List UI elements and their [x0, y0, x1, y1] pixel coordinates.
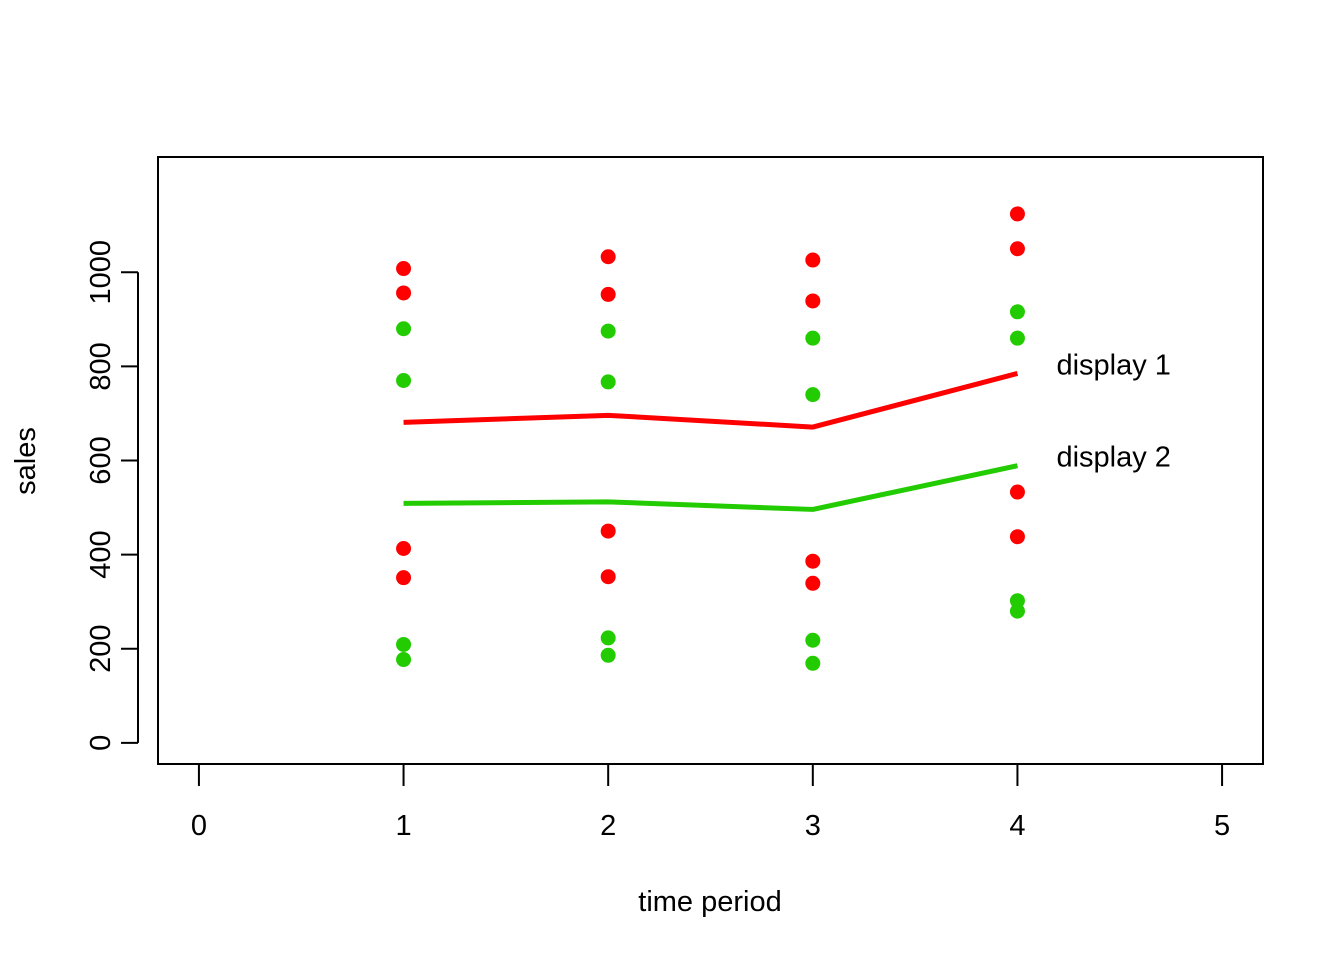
data-point-1 — [805, 293, 821, 309]
data-point-2 — [1009, 330, 1025, 346]
data-point-1 — [600, 286, 616, 302]
data-point-2 — [600, 647, 616, 663]
data-point-1 — [805, 252, 821, 268]
data-point-2 — [1009, 304, 1025, 320]
series-label-1: display 1 — [1056, 349, 1170, 381]
y-tick-label: 200 — [85, 625, 117, 673]
series-labels: display 1 display 2 — [1056, 349, 1170, 473]
x-tick-label: 3 — [805, 810, 821, 842]
data-point-2 — [396, 652, 412, 668]
data-point-1 — [600, 249, 616, 265]
data-point-1 — [600, 569, 616, 585]
data-point-2 — [600, 374, 616, 390]
data-point-1 — [600, 523, 616, 539]
data-point-1 — [805, 553, 821, 569]
x-tick-label: 0 — [191, 810, 207, 842]
series-line-1 — [403, 371, 1019, 430]
data-point-1 — [1009, 529, 1025, 545]
data-point-1 — [1009, 484, 1025, 500]
y-tick-label: 0 — [85, 735, 117, 751]
x-tick-label: 4 — [1009, 810, 1025, 842]
y-axis: 0 200 400 600 800 1000 — [85, 240, 139, 751]
data-point-2 — [396, 636, 412, 652]
x-tick-label: 5 — [1214, 810, 1230, 842]
y-axis-title: sales — [10, 427, 42, 495]
y-tick-label: 800 — [85, 342, 117, 390]
data-point-1 — [1009, 241, 1025, 257]
data-point-1 — [396, 540, 412, 556]
x-axis: 0 1 2 3 4 5 — [191, 763, 1230, 842]
data-point-2 — [805, 387, 821, 403]
data-point-2 — [396, 373, 412, 389]
data-point-1 — [805, 575, 821, 591]
series-lines — [403, 371, 1019, 512]
data-point-2 — [805, 632, 821, 648]
y-tick-label: 1000 — [85, 240, 117, 305]
data-point-2 — [805, 655, 821, 671]
data-point-2 — [396, 321, 412, 337]
data-point-2 — [600, 323, 616, 339]
series-label-2: display 2 — [1056, 442, 1170, 474]
data-point-2 — [1009, 593, 1025, 609]
x-axis-title: time period — [638, 886, 781, 918]
data-point-2 — [805, 330, 821, 346]
data-point-2 — [1009, 603, 1025, 619]
x-tick-label: 1 — [395, 810, 411, 842]
data-point-2 — [600, 630, 616, 646]
data-point-1 — [396, 261, 412, 277]
y-tick-label: 400 — [85, 530, 117, 578]
data-point-1 — [1009, 206, 1025, 222]
data-point-1 — [396, 285, 412, 301]
x-tick-label: 2 — [600, 810, 616, 842]
data-point-1 — [396, 570, 412, 586]
series-line-2 — [403, 463, 1018, 512]
series-points — [396, 206, 1025, 671]
y-tick-label: 600 — [85, 436, 117, 484]
